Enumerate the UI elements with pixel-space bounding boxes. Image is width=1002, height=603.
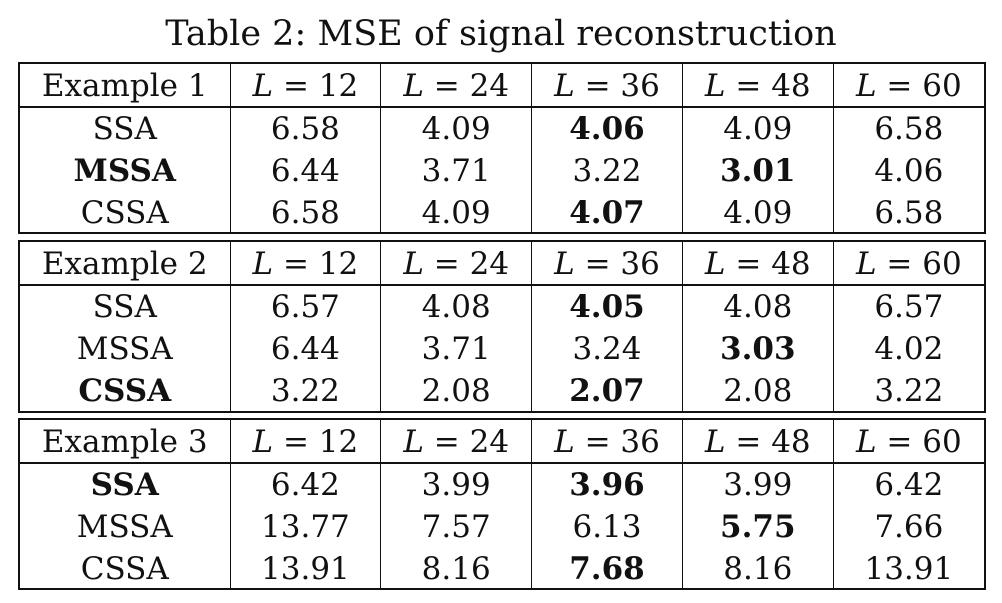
column-header: L = 24: [380, 242, 532, 286]
column-header: L = 36: [531, 242, 683, 286]
column-header: L = 60: [832, 64, 984, 108]
table-row: SSA 6.42 3.99 3.96 3.99 6.42: [20, 463, 984, 506]
method-label: CSSA: [78, 373, 172, 409]
column-header: L = 48: [681, 420, 834, 464]
table-cell: 3.24: [531, 328, 683, 370]
table-cell: 3.71: [380, 328, 532, 370]
example-label: Example 2: [20, 242, 230, 286]
column-header: L = 60: [832, 242, 984, 286]
table-header-row: Example 3 L = 12 L = 24 L = 36 L = 48 L …: [20, 420, 984, 464]
table-row: SSA 6.58 4.09 4.06 4.09 6.58: [20, 107, 984, 150]
column-header: L = 24: [380, 420, 532, 464]
column-header: L = 36: [531, 64, 683, 108]
table-cell: 8.16: [681, 548, 834, 590]
table-cell: 4.09: [380, 192, 532, 234]
method-label: SSA: [92, 289, 157, 325]
column-header: L = 12: [229, 420, 381, 464]
table-row: CSSA 13.91 8.16 7.68 8.16 13.91: [20, 548, 984, 590]
example-table-block: Example 3 L = 12 L = 24 L = 36 L = 48 L …: [18, 418, 986, 590]
table-cell: 6.58: [229, 107, 381, 150]
table-cell: 3.01: [681, 150, 834, 192]
column-header: L = 60: [832, 420, 984, 464]
table-cell: 6.58: [832, 192, 984, 234]
method-label: CSSA: [80, 551, 169, 587]
table-row: SSA 6.57 4.08 4.05 4.08 6.57: [20, 285, 984, 328]
table-row: MSSA 6.44 3.71 3.22 3.01 4.06: [20, 150, 984, 192]
table-cell: 3.22: [531, 150, 683, 192]
method-label: MSSA: [73, 153, 176, 189]
table-cell: 6.42: [832, 463, 984, 506]
method-label: SSA: [90, 467, 159, 503]
table-cell: 6.58: [832, 107, 984, 150]
example-label: Example 1: [20, 64, 230, 108]
column-header: L = 12: [229, 242, 381, 286]
mse-table: Example 1 L = 12 L = 24 L = 36 L = 48 L …: [20, 64, 984, 234]
column-header: L = 12: [229, 64, 381, 108]
example-table-block: Example 2 L = 12 L = 24 L = 36 L = 48 L …: [18, 240, 986, 413]
table-cell: 4.09: [380, 107, 532, 150]
table-row: CSSA 3.22 2.08 2.07 2.08 3.22: [20, 370, 984, 412]
table-cell: 7.68: [531, 548, 683, 590]
method-label: SSA: [92, 111, 157, 147]
table-cell: 3.99: [681, 463, 834, 506]
table-cell: 3.03: [681, 328, 834, 370]
table-header-row: Example 1 L = 12 L = 24 L = 36 L = 48 L …: [20, 64, 984, 108]
table-cell: 3.71: [380, 150, 532, 192]
table-cell: 4.07: [531, 192, 683, 234]
table-header-row: Example 2 L = 12 L = 24 L = 36 L = 48 L …: [20, 242, 984, 286]
table-cell: 13.91: [832, 548, 984, 590]
table-cell: 6.57: [229, 285, 381, 328]
table-row: CSSA 6.58 4.09 4.07 4.09 6.58: [20, 192, 984, 234]
mse-table: Example 2 L = 12 L = 24 L = 36 L = 48 L …: [20, 242, 984, 412]
table-cell: 4.06: [531, 107, 683, 150]
table-cell: 3.96: [531, 463, 683, 506]
table-cell: 13.77: [229, 506, 381, 548]
table-cell: 2.08: [681, 370, 834, 412]
table-cell: 4.08: [681, 285, 834, 328]
table-cell: 2.08: [380, 370, 532, 412]
method-label: CSSA: [80, 195, 169, 231]
table-cell: 5.75: [681, 506, 834, 548]
column-header: L = 48: [681, 64, 834, 108]
table-cell: 6.42: [229, 463, 381, 506]
table-cell: 6.13: [531, 506, 683, 548]
table-cell: 4.02: [832, 328, 984, 370]
table-cell: 3.22: [229, 370, 381, 412]
method-label: MSSA: [76, 331, 173, 367]
method-label: MSSA: [76, 509, 173, 545]
table-row: MSSA 6.44 3.71 3.24 3.03 4.02: [20, 328, 984, 370]
table-cell: 3.22: [832, 370, 984, 412]
column-header: L = 48: [681, 242, 834, 286]
table-cell: 7.57: [380, 506, 532, 548]
table-row: MSSA 13.77 7.57 6.13 5.75 7.66: [20, 506, 984, 548]
table-cell: 4.08: [380, 285, 532, 328]
table-cell: 6.44: [229, 328, 381, 370]
table-cell: 8.16: [380, 548, 532, 590]
table-cell: 4.06: [832, 150, 984, 192]
table-cell: 3.99: [380, 463, 532, 506]
example-table-block: Example 1 L = 12 L = 24 L = 36 L = 48 L …: [18, 62, 986, 234]
table-cell: 6.44: [229, 150, 381, 192]
column-header: L = 24: [380, 64, 532, 108]
example-label: Example 3: [20, 420, 230, 464]
table-cell: 6.58: [229, 192, 381, 234]
table-cell: 7.66: [832, 506, 984, 548]
table-cell: 6.57: [832, 285, 984, 328]
table-caption: Table 2: MSE of signal reconstruction: [165, 14, 837, 54]
table-cell: 4.05: [531, 285, 683, 328]
column-header: L = 36: [531, 420, 683, 464]
table-cell: 13.91: [229, 548, 381, 590]
table-cell: 2.07: [531, 370, 683, 412]
mse-table: Example 3 L = 12 L = 24 L = 36 L = 48 L …: [20, 420, 984, 590]
table-cell: 4.09: [681, 192, 834, 234]
table-cell: 4.09: [681, 107, 834, 150]
